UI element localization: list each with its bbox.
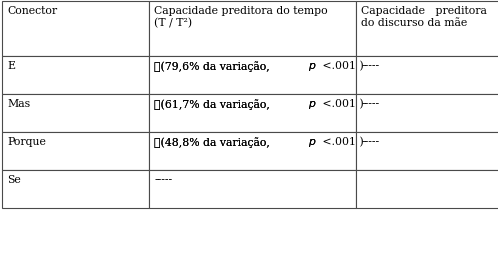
Bar xyxy=(149,94,356,132)
Text: -----: ----- xyxy=(154,175,172,185)
Bar xyxy=(149,56,356,94)
Text: ✓(79,6% da variação,: ✓(79,6% da variação, xyxy=(154,61,273,72)
Text: Porque: Porque xyxy=(7,137,46,147)
Bar xyxy=(2,132,149,170)
Text: $p$: $p$ xyxy=(308,61,317,73)
Bar xyxy=(2,170,149,208)
Text: Se: Se xyxy=(7,175,21,185)
Text: ✓(79,6% da variação,: ✓(79,6% da variação, xyxy=(154,61,273,72)
Text: $p$: $p$ xyxy=(308,99,317,111)
Bar xyxy=(2,94,149,132)
Text: ✓(61,7% da variação,: ✓(61,7% da variação, xyxy=(154,99,274,110)
Text: <.001 ): <.001 ) xyxy=(319,99,364,109)
Text: $p$: $p$ xyxy=(308,137,317,149)
Bar xyxy=(356,132,498,170)
Text: -----: ----- xyxy=(361,61,379,71)
Text: Conector: Conector xyxy=(7,6,58,16)
Bar xyxy=(356,94,498,132)
Text: ✓(48,8% da variação,: ✓(48,8% da variação, xyxy=(154,137,274,147)
Text: -----: ----- xyxy=(361,137,379,147)
Text: Mas: Mas xyxy=(7,99,30,109)
Text: Capacidade preditora do tempo
(T / T²): Capacidade preditora do tempo (T / T²) xyxy=(154,6,328,29)
Bar xyxy=(149,170,356,208)
Text: E: E xyxy=(7,61,15,71)
Bar xyxy=(356,56,498,94)
Text: $p$: $p$ xyxy=(308,137,317,149)
Text: -----: ----- xyxy=(361,99,379,109)
Bar xyxy=(356,170,498,208)
Text: ✓(48,8% da variação,: ✓(48,8% da variação, xyxy=(154,137,274,147)
Text: $p$: $p$ xyxy=(308,61,317,73)
Bar xyxy=(2,56,149,94)
Text: <.001 ): <.001 ) xyxy=(319,137,364,147)
Text: Capacidade   preditora
do discurso da mãe: Capacidade preditora do discurso da mãe xyxy=(361,6,487,28)
Bar xyxy=(149,132,356,170)
Text: ✓(61,7% da variação,: ✓(61,7% da variação, xyxy=(154,99,274,110)
Text: $p$: $p$ xyxy=(308,99,317,111)
Bar xyxy=(149,1,356,56)
Text: <.001 ): <.001 ) xyxy=(319,61,364,71)
Bar xyxy=(2,1,149,56)
Bar xyxy=(356,1,498,56)
